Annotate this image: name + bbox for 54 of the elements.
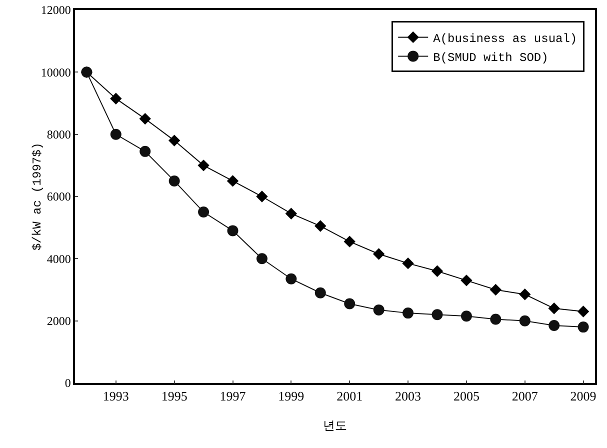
x-tick-label: 2003 [395, 388, 422, 404]
point [198, 160, 210, 172]
y-tick-label: 8000 [46, 128, 71, 142]
point [168, 175, 180, 186]
legend-label: B(SMUD with SOD) [433, 50, 548, 65]
x-tick-label: 1993 [102, 388, 129, 404]
point [460, 274, 472, 286]
x-axis-title: 년도 [323, 418, 347, 432]
point [432, 309, 443, 320]
point [139, 112, 151, 125]
point [519, 315, 530, 326]
y-tick-label: 10000 [40, 65, 71, 80]
point [372, 248, 385, 260]
x-tick-label: 1995 [161, 388, 188, 404]
point [344, 298, 356, 310]
legend-label: A(business as usual) [433, 32, 578, 46]
x-tick-label: 2001 [336, 388, 363, 404]
point [168, 134, 180, 146]
x-tick-label: 1997 [220, 388, 246, 404]
point [110, 128, 122, 140]
point [519, 288, 531, 300]
y-axis-title: $/kW ac (1997$) [30, 142, 44, 251]
point [548, 320, 560, 331]
point [227, 225, 238, 236]
x-tick-label: 2007 [512, 388, 538, 404]
y-tick-label: 0 [64, 376, 71, 390]
point [226, 175, 239, 187]
point [286, 273, 297, 284]
x-tick-label: 2005 [453, 388, 480, 404]
point [373, 304, 384, 316]
y-tick-label: 4000 [46, 252, 71, 266]
point [460, 310, 472, 322]
y-tick-label: 2000 [46, 314, 71, 328]
point [490, 284, 502, 296]
point [314, 220, 326, 232]
point [490, 314, 502, 325]
point [344, 236, 356, 248]
point [198, 206, 210, 218]
point [285, 208, 298, 220]
point [402, 257, 414, 270]
point [402, 308, 414, 319]
point [577, 306, 590, 318]
point [548, 302, 560, 314]
point [256, 253, 268, 264]
x-tick-label: 2009 [570, 388, 596, 404]
point [578, 322, 589, 333]
x-tick-label: 1999 [278, 388, 304, 404]
y-tick-label: 12000 [40, 3, 71, 18]
point [256, 190, 268, 202]
point [314, 287, 326, 298]
point [140, 146, 151, 157]
y-tick-label: 6000 [46, 190, 71, 204]
point [110, 92, 122, 104]
point [431, 265, 444, 277]
